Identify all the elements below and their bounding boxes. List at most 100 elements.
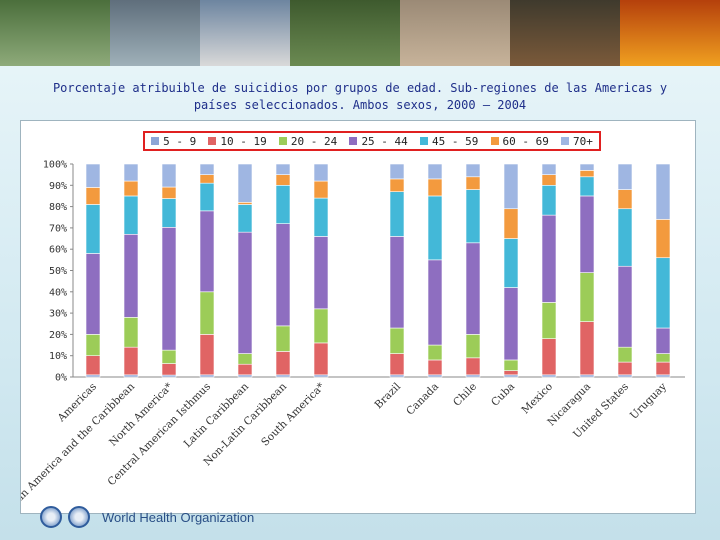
who-emblem-icon	[68, 506, 90, 528]
bar-segment-central-american-isthmus-series-2	[199, 334, 215, 376]
legend-swatch	[490, 137, 499, 145]
chart-title: Porcentaje atribuible de suicidios por g…	[52, 81, 668, 112]
bar-segment-americas-series-4	[85, 253, 101, 335]
bar-segment-united-states-series-5	[617, 208, 633, 267]
bar-segment-americas-series-3	[85, 334, 101, 356]
bar-segment-cuba-series-3	[503, 359, 519, 371]
bar-segment-latin-caribbean-series-5	[237, 204, 253, 233]
bar-segment-cuba-series-1	[503, 374, 519, 378]
bar-segment-latin-america-and-the-caribbean-series-2	[123, 346, 139, 376]
bar-segment-nicaragua-series-5	[579, 176, 595, 197]
bar-segment-chile-series-4	[465, 242, 481, 335]
bar-segment-latin-caribbean-series-4	[237, 231, 253, 354]
bar-segment-latin-america-and-the-caribbean-series-7	[123, 163, 139, 182]
bar-segment-united-states-series-3	[617, 346, 633, 363]
bar-segment-canada-series-2	[427, 359, 443, 376]
y-tick-label: 0%	[55, 373, 67, 384]
bar-segment-latin-america-and-the-caribbean-series-1	[123, 374, 139, 378]
bar-segment-central-american-isthmus-series-5	[199, 182, 215, 212]
y-tick-label: 40%	[49, 287, 67, 298]
y-tick-label: 90%	[49, 181, 67, 192]
bar-segment-central-american-isthmus-series-7	[199, 163, 215, 175]
x-tick-label: Mexico	[519, 381, 555, 417]
bar-segment-south-america--series-4	[313, 236, 329, 310]
bar-segment-uruguay-series-5	[655, 257, 671, 329]
bar-segment-brazil-series-2	[389, 353, 405, 376]
y-tick-label: 30%	[49, 309, 67, 320]
bar-segment-chile-series-7	[465, 163, 481, 178]
bar-segment-south-america--series-7	[313, 163, 329, 182]
bar-segment-latin-america-and-the-caribbean-series-3	[123, 317, 139, 348]
bar-segment-latin-caribbean-series-1	[237, 374, 253, 378]
bar-segment-non-latin-caribbean-series-1	[275, 374, 291, 378]
bar-segment-uruguay-series-7	[655, 163, 671, 220]
bar-segment-americas-series-1	[85, 374, 101, 378]
bar-segment-south-america--series-6	[313, 180, 329, 199]
bar-segment-central-american-isthmus-series-1	[199, 374, 215, 378]
bar-segment-cuba-series-4	[503, 287, 519, 361]
bar-segment-non-latin-caribbean-series-3	[275, 325, 291, 352]
bar-segment-uruguay-series-3	[655, 353, 671, 363]
bar-segment-latin-caribbean-series-6	[237, 202, 253, 205]
bar-segment-nicaragua-series-6	[579, 170, 595, 178]
bar-segment-nicaragua-series-4	[579, 195, 595, 273]
legend-label: 10 - 19	[220, 134, 267, 148]
x-tick-label: Brazil	[373, 380, 404, 411]
x-tick-label: Canada	[404, 381, 441, 418]
bar-segment-non-latin-caribbean-series-6	[275, 174, 291, 186]
bar-segment-cuba-series-7	[503, 163, 519, 210]
bar-segment-canada-series-1	[427, 374, 443, 378]
x-tick-label: North America*	[107, 380, 176, 449]
legend-item: 45 - 59	[419, 135, 478, 148]
bar-segment-cuba-series-2	[503, 370, 519, 376]
legend-item: 60 - 69	[490, 135, 549, 148]
bar-segment-latin-caribbean-series-7	[237, 163, 253, 203]
bar-segment-canada-series-4	[427, 259, 443, 346]
bar-segment-brazil-series-1	[389, 374, 405, 378]
x-tick-label: Latin Caribbean	[182, 380, 252, 450]
bar-segment-uruguay-series-1	[655, 374, 671, 378]
y-tick-label: 10%	[49, 351, 67, 362]
bar-segment-central-american-isthmus-series-4	[199, 210, 215, 293]
bar-segment-cuba-series-6	[503, 208, 519, 239]
bar-segment-nicaragua-series-2	[579, 321, 595, 376]
bar-segment-north-america--series-7	[161, 163, 177, 188]
legend-item: 25 - 44	[349, 134, 408, 148]
stacked-bar-chart: 0%10%20%30%40%50%60%70%80%90%100%America…	[21, 160, 685, 513]
bar-segment-latin-caribbean-series-2	[237, 363, 253, 376]
bar-segment-nicaragua-series-7	[579, 163, 595, 171]
chart-panel: 0% 10% 20% 30% 40% 50% 60% 70% 80% 90% 100% America…	[20, 120, 696, 514]
y-tick-label: 60%	[49, 245, 67, 256]
chart-legend: 5 - 9 10 - 19 20 - 24 25 - 44 45 - 59 60 - 69…	[143, 131, 601, 151]
bar-segment-uruguay-series-6	[655, 219, 671, 259]
legend-label: 25 - 44	[361, 134, 408, 148]
header-photo-banner	[0, 0, 720, 66]
photo-tile-volcano	[200, 0, 290, 66]
bar-segment-north-america--series-6	[161, 186, 177, 199]
bar-segment-chile-series-1	[465, 374, 481, 378]
bar-segment-chile-series-6	[465, 176, 481, 190]
x-tick-label: Chile	[451, 381, 479, 409]
bar-segment-united-states-series-4	[617, 265, 633, 348]
bar-segment-brazil-series-3	[389, 327, 405, 354]
bar-segment-cuba-series-5	[503, 238, 519, 288]
y-tick-label: 100%	[43, 160, 67, 171]
legend-swatch	[561, 137, 570, 145]
bar-segment-mexico-series-3	[541, 302, 557, 339]
bar-segment-south-america--series-5	[313, 197, 329, 237]
photo-tile-street	[510, 0, 620, 66]
bar-segment-north-america--series-5	[161, 198, 177, 228]
legend-swatch	[349, 137, 358, 145]
legend-swatch	[278, 137, 287, 145]
bar-segment-canada-series-3	[427, 344, 443, 361]
legend-item: 20 - 24	[278, 135, 337, 148]
who-wordmark: World Health Organization	[102, 509, 255, 525]
legend-item: 70+	[561, 135, 593, 148]
legend-item: 5 - 9	[151, 135, 196, 148]
bar-segment-americas-series-5	[85, 204, 101, 254]
bar-segment-mexico-series-7	[541, 163, 557, 175]
photo-tile-forest	[290, 0, 400, 66]
y-tick-label: 20%	[49, 330, 67, 341]
bar-segment-latin-caribbean-series-3	[237, 353, 253, 365]
bar-segment-chile-series-3	[465, 334, 481, 359]
